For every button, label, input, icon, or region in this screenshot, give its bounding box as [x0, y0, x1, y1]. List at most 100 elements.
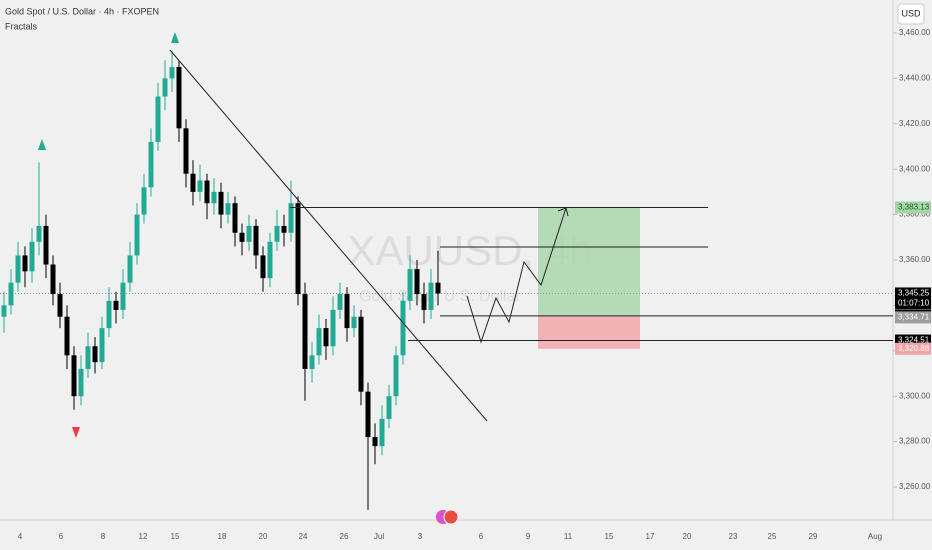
candle-body	[267, 241, 273, 279]
candle-body	[78, 368, 84, 397]
candle-body	[330, 309, 336, 347]
candle-body	[1, 305, 7, 317]
y-tick-label: 3,280.00	[899, 437, 931, 446]
y-tick-label: 3,380.00	[899, 210, 931, 219]
price-label: 3,383.13	[898, 203, 930, 212]
candle-body	[64, 316, 70, 356]
candle-body	[281, 225, 287, 233]
fractal-up	[38, 139, 46, 150]
event-icon[interactable]	[443, 509, 459, 525]
price-label-bg	[895, 342, 931, 355]
x-tick-label: 24	[299, 532, 308, 541]
target-zone	[538, 207, 640, 316]
candle-body	[309, 355, 315, 369]
candle-body	[197, 180, 203, 192]
stop-zone	[538, 315, 640, 349]
x-tick-label: 23	[729, 532, 738, 541]
candle-body	[274, 225, 280, 242]
candle-body	[253, 225, 259, 256]
candle-body	[288, 203, 294, 233]
currency[interactable]: USD	[901, 8, 921, 18]
y-tick-label: 3,360.00	[899, 255, 931, 264]
price-axis-bg	[893, 0, 932, 550]
candle-body	[29, 241, 35, 272]
candle-body	[414, 269, 420, 295]
x-tick-label: 15	[605, 532, 614, 541]
x-tick-label: 6	[479, 532, 484, 541]
y-tick-label: 3,400.00	[899, 164, 931, 173]
candle-body	[57, 294, 63, 317]
x-tick-label: 8	[101, 532, 106, 541]
candle-body	[8, 282, 14, 306]
candle-body	[218, 191, 224, 215]
candle-body	[239, 232, 245, 242]
price-label: 3,324.51	[898, 336, 930, 345]
candle-body	[393, 355, 399, 397]
projection-arrow	[557, 207, 569, 217]
candle-body	[246, 225, 252, 242]
currency-button[interactable]	[897, 3, 925, 25]
x-tick-label: Aug	[868, 532, 882, 541]
candle-body	[337, 294, 343, 310]
x-tick-label: 12	[139, 532, 148, 541]
candle-body	[302, 294, 308, 369]
candle-body	[225, 203, 231, 215]
y-tick-label: 3,420.00	[899, 119, 931, 128]
x-tick-label: 18	[218, 532, 227, 541]
candle-body	[113, 300, 119, 310]
price-label-bg	[895, 311, 931, 324]
candle-body	[92, 346, 98, 363]
candle-body	[155, 96, 161, 142]
price-label: 3,320.88	[898, 344, 930, 353]
candle-body	[22, 255, 28, 272]
plot	[0, 51, 893, 510]
candle-body	[386, 396, 392, 419]
candle-body	[190, 173, 196, 192]
x-tick-label: 20	[683, 532, 692, 541]
candle-body	[421, 294, 427, 310]
candle-body	[15, 255, 21, 283]
candle-body	[183, 128, 189, 174]
price-label: 3,334.71	[898, 312, 930, 321]
candle-body	[148, 141, 154, 188]
candle-body	[204, 180, 210, 204]
countdown: 01:07:10	[898, 299, 930, 308]
x-tick-label: 17	[646, 532, 655, 541]
indicator-label: Fractals	[5, 21, 38, 31]
candle-body	[351, 316, 357, 329]
candle-body	[162, 78, 168, 97]
y-tick-label: 3,440.00	[899, 73, 931, 82]
candle-body	[400, 300, 406, 356]
x-tick-label: 20	[259, 532, 268, 541]
candle-body	[106, 300, 112, 329]
candle-body	[379, 418, 385, 447]
candle-body	[316, 328, 322, 356]
x-tick-label: 4	[18, 532, 23, 541]
candle-body	[295, 203, 301, 295]
candle-body	[169, 67, 175, 79]
y-tick-label: 3,300.00	[899, 391, 931, 400]
x-tick-label: 15	[171, 532, 180, 541]
trend-line	[169, 49, 488, 422]
candle-body	[211, 191, 217, 204]
candle-body	[120, 282, 126, 310]
x-tick-label: 6	[59, 532, 64, 541]
chart-header: Gold Spot / U.S. Dollar · 4h · FXOPEN	[5, 6, 159, 16]
candle-body	[260, 255, 266, 279]
candle-body	[176, 67, 182, 129]
x-tick-label: Jul	[374, 532, 384, 541]
y-tick-label: 3,260.00	[899, 482, 931, 491]
candle-body	[428, 282, 434, 310]
candle-body	[232, 203, 238, 233]
candle-body	[344, 294, 350, 329]
x-tick-label: 3	[418, 532, 423, 541]
candle-body	[358, 316, 364, 392]
candle-body	[365, 391, 371, 438]
price-label-bg	[895, 287, 931, 310]
candle-body	[141, 187, 147, 215]
candle-body	[372, 437, 378, 447]
x-tick-label: 29	[809, 532, 818, 541]
x-tick-label: 11	[564, 532, 573, 541]
candle-body	[435, 282, 441, 294]
